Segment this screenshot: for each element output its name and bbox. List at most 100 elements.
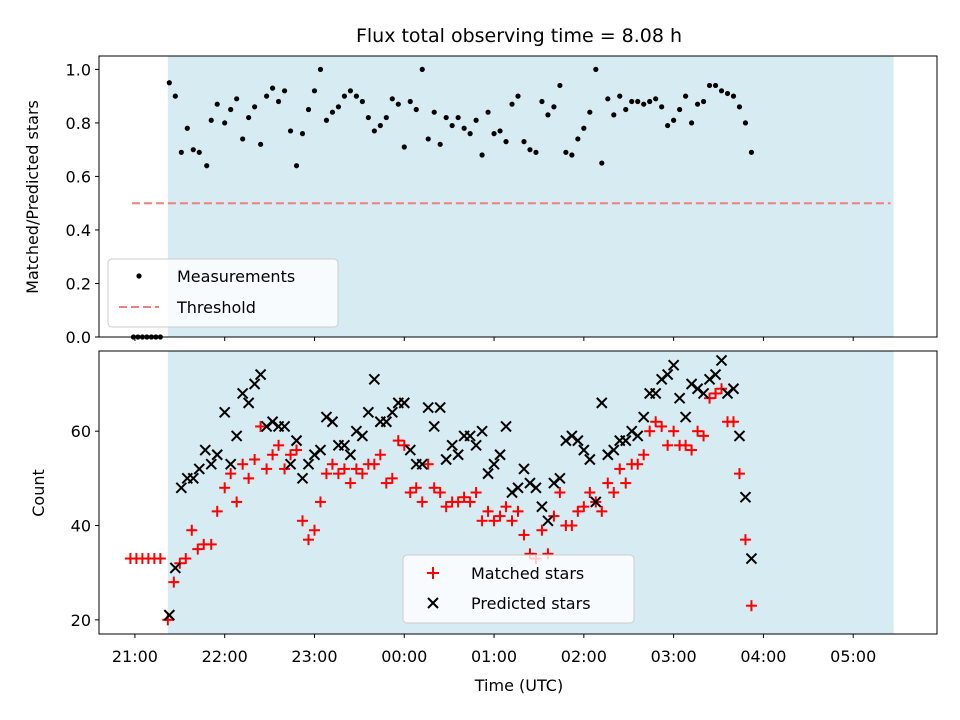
measurement-point-94 bbox=[688, 120, 695, 126]
matched-star-point-41 bbox=[374, 449, 386, 461]
measurement-point-41 bbox=[371, 128, 377, 134]
measurement-point-27 bbox=[287, 128, 294, 134]
predicted-star-point-61 bbox=[530, 482, 542, 494]
matched-star-point-25 bbox=[279, 463, 291, 475]
measurement-point-87 bbox=[647, 98, 653, 105]
predicted-star-point-52 bbox=[476, 425, 488, 437]
matched-star-point-79 bbox=[602, 477, 614, 489]
x-axis-label: Time (UTC) bbox=[474, 676, 563, 695]
measurement-point-78 bbox=[593, 66, 599, 72]
measurement-point-26 bbox=[281, 88, 288, 94]
measurement-point-75 bbox=[575, 136, 581, 142]
measurement-point-50 bbox=[425, 136, 431, 142]
top-legend-box bbox=[107, 258, 339, 328]
top-legend: Measurements Threshold bbox=[107, 258, 339, 328]
measurement-point-84 bbox=[629, 98, 635, 105]
measurement-point-61 bbox=[491, 131, 497, 137]
measurement-point-90 bbox=[665, 122, 671, 129]
matched-star-point-48 bbox=[416, 496, 428, 508]
predicted-star-point-47 bbox=[446, 439, 458, 452]
matched-star-point-7 bbox=[168, 576, 180, 588]
measurement-point-20 bbox=[246, 114, 252, 121]
x-tick-label-4: 01:00 bbox=[471, 647, 517, 666]
matched-star-point-93 bbox=[686, 444, 698, 456]
measurement-point-102 bbox=[736, 104, 743, 110]
measurement-point-28 bbox=[293, 163, 300, 169]
measurement-point-101 bbox=[730, 93, 737, 99]
measurement-point-39 bbox=[359, 98, 365, 105]
legend-label-predicted: Predicted stars bbox=[471, 594, 591, 613]
bottom-y-tick-label-1: 40 bbox=[71, 517, 91, 536]
measurement-point-100 bbox=[724, 90, 731, 97]
top-axes-frame bbox=[98, 55, 938, 338]
measurement-point-13 bbox=[204, 163, 210, 169]
predicted-star-point-37 bbox=[386, 406, 399, 419]
matched-star-point-89 bbox=[662, 439, 674, 451]
measurement-point-56 bbox=[461, 125, 467, 131]
matched-star-point-21 bbox=[255, 420, 267, 432]
matched-star-point-42 bbox=[380, 477, 392, 489]
predicted-star-point-91 bbox=[709, 368, 722, 381]
measurement-point-88 bbox=[653, 96, 659, 102]
top-y-tick-label-2: 0.4 bbox=[66, 221, 91, 240]
matched-star-point-68 bbox=[536, 524, 548, 536]
measurement-point-47 bbox=[407, 98, 413, 105]
measurement-point-11 bbox=[190, 147, 196, 153]
predicted-star-point-13 bbox=[242, 397, 255, 409]
predicted-star-point-19 bbox=[278, 420, 291, 433]
matched-star-point-11 bbox=[192, 543, 204, 555]
x-tick-label-7: 04:00 bbox=[740, 647, 786, 666]
predicted-star-point-71 bbox=[590, 496, 602, 508]
measurement-point-10 bbox=[184, 125, 190, 131]
bottom-x-ticks: 21:00 22:00 23:00 00:00 01:00 02:00 03:00 04:00… bbox=[112, 634, 876, 666]
measurement-point-83 bbox=[623, 106, 629, 113]
matched-star-point-24 bbox=[273, 439, 285, 451]
bottom-legend-box bbox=[402, 554, 635, 624]
measurement-point-92 bbox=[677, 106, 683, 113]
predicted-star-point-97 bbox=[745, 552, 758, 565]
x-tick-label-8: 05:00 bbox=[830, 647, 876, 666]
measurement-point-9 bbox=[178, 149, 184, 155]
top-x-ticks bbox=[134, 337, 854, 341]
measurement-point-49 bbox=[419, 66, 425, 72]
matched-star-point-80 bbox=[608, 487, 620, 498]
measurement-point-104 bbox=[748, 149, 755, 155]
matched-star-point-100 bbox=[727, 416, 739, 428]
bottom-axes-frame bbox=[98, 350, 938, 635]
measurement-point-12 bbox=[196, 149, 202, 155]
matched-star-point-76 bbox=[584, 487, 596, 498]
predicted-star-point-58 bbox=[512, 482, 524, 494]
measurement-point-19 bbox=[240, 136, 246, 142]
top-y-tick-label-5: 1.0 bbox=[66, 60, 91, 79]
matched-stars-points bbox=[124, 383, 757, 626]
matched-star-point-30 bbox=[308, 524, 320, 536]
measurement-point-18 bbox=[234, 96, 240, 102]
predicted-star-point-74 bbox=[608, 444, 620, 456]
x-tick-label-6: 03:00 bbox=[651, 647, 697, 666]
matched-star-point-36 bbox=[344, 477, 356, 489]
measurement-point-93 bbox=[683, 93, 689, 99]
predicted-star-point-44 bbox=[428, 420, 440, 433]
top-y-axis-label: Matched/Predicted stars bbox=[23, 100, 42, 294]
measurement-point-40 bbox=[365, 114, 371, 121]
measurement-point-99 bbox=[718, 88, 725, 94]
matched-star-point-13 bbox=[205, 538, 217, 550]
matched-star-point-22 bbox=[261, 463, 273, 475]
measurement-point-14 bbox=[208, 117, 214, 123]
predicted-star-point-20 bbox=[284, 458, 297, 470]
matched-star-point-97 bbox=[710, 387, 722, 399]
measurement-point-59 bbox=[479, 152, 485, 158]
matched-star-point-56 bbox=[464, 496, 476, 508]
x-tick-label-0: 21:00 bbox=[112, 647, 158, 666]
measurement-point-73 bbox=[563, 149, 569, 155]
predicted-star-point-9 bbox=[218, 406, 231, 419]
top-y-tick-label-0: 0.0 bbox=[66, 328, 91, 347]
matched-star-point-37 bbox=[350, 463, 362, 475]
measurement-point-57 bbox=[467, 131, 473, 137]
predicted-star-point-23 bbox=[302, 458, 315, 470]
predicted-star-point-25 bbox=[314, 444, 327, 456]
measurement-point-67 bbox=[527, 147, 533, 153]
predicted-star-point-29 bbox=[338, 439, 351, 452]
predicted-star-point-50 bbox=[464, 430, 476, 442]
predicted-star-point-70 bbox=[584, 453, 596, 466]
